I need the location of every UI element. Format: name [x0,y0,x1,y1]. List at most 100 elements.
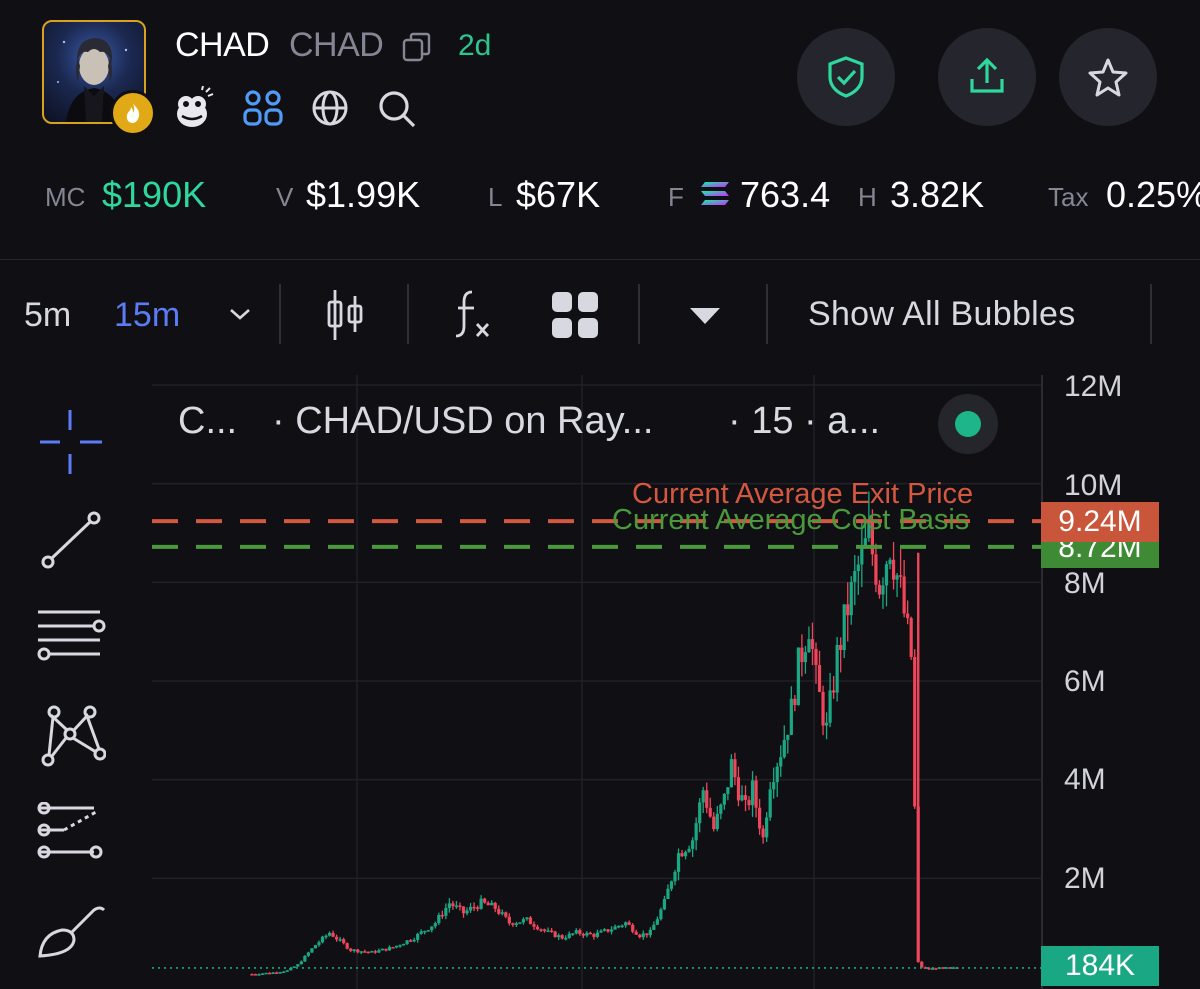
candle-body [842,604,846,651]
share-button[interactable] [938,28,1036,126]
candle-body [595,932,600,937]
candle-body [874,554,878,585]
solana-icon [699,180,731,213]
candle-body [884,564,889,586]
candle-body [444,907,448,916]
candle-body [909,618,913,657]
candle-body [765,817,769,838]
candle-body [557,935,561,938]
globe-icon[interactable] [310,88,350,133]
share-icon [970,57,1004,93]
candle-body [313,945,318,949]
candle-body [426,930,430,932]
fib-icon[interactable] [34,606,106,675]
candle-body [740,795,744,801]
candle-body [648,929,652,936]
candle-body [578,930,582,934]
candle-body [683,851,688,857]
candle-body [278,972,282,974]
candle-body [359,951,363,953]
candle-body [817,665,822,692]
candle-body [726,787,730,794]
candle-body [493,902,497,909]
candle-icon[interactable] [325,288,365,347]
candle-body [796,647,800,706]
candle-body [296,964,300,967]
pattern-icon[interactable] [34,704,107,773]
candle-body [641,933,645,938]
favorite-button[interactable] [1059,28,1157,126]
candle-body [655,919,659,925]
candle-body [877,584,882,595]
candle-body [934,968,938,970]
candle-body [401,943,406,946]
candle-body [881,585,885,595]
prediction-icon[interactable] [34,801,106,871]
candle-body [345,943,349,949]
candle-body [750,780,755,806]
toolbar-separator [407,284,409,344]
token-stats: MC $190K V $1.99K L $67K F 763.4 H 3.82K… [0,168,1200,224]
stat-volume-label: V [276,182,294,212]
timeframe-15m[interactable]: 15m [114,296,181,334]
caret-down-icon[interactable] [688,306,722,331]
candle-body [472,906,476,909]
indicator-icon[interactable] [450,288,494,345]
show-all-bubbles-button[interactable]: Show All Bubbles [808,295,1076,333]
candle-body [405,940,409,944]
candle-body [736,777,741,801]
token-avatar[interactable] [42,20,146,124]
candle-body [352,949,356,952]
candle-body [846,604,850,616]
candle-body [518,922,522,924]
candle-body [652,924,656,930]
candle-body [310,948,314,953]
stat-tax-value: 0.25% [1106,174,1200,215]
candle-body [338,939,342,941]
candle-body [303,955,307,962]
candle-body [384,948,388,951]
chevron-down-icon[interactable] [228,306,252,327]
candle-body [356,949,360,953]
candle-body [380,948,385,951]
candle-body [948,967,952,969]
layout-icon[interactable] [552,292,598,343]
star-icon [1088,58,1128,97]
search-icon[interactable] [376,88,418,135]
candle-body [807,639,811,653]
candle-body [659,909,663,920]
candle-body [920,961,924,968]
y-tick-label: 12M [1064,370,1123,403]
candle-body [609,929,614,932]
candle-body [560,935,564,939]
candle-body [511,923,515,925]
live-status-button[interactable] [938,394,998,454]
token-header: CHAD CHAD 2d [0,0,1200,150]
candle-body [574,930,578,934]
candle-body [507,916,511,924]
timeframe-5m[interactable]: 5m [24,296,72,334]
candle-body [832,690,836,693]
candle-body [782,739,786,758]
price-chart[interactable] [152,375,1200,989]
candle-body [662,899,667,910]
crosshair-icon[interactable] [34,410,106,479]
candle-body [521,919,526,923]
candle-body [923,967,927,969]
community-icon[interactable] [242,88,284,133]
candle-body [268,972,272,975]
candle-body [824,722,829,726]
copy-icon[interactable] [400,30,434,69]
candle-body [451,903,455,907]
candle-body [698,802,702,824]
security-check-button[interactable] [797,28,895,126]
token-name: CHAD [175,26,270,64]
brush-icon[interactable] [34,900,106,969]
toolbar-separator [279,284,281,344]
candle-body [705,790,709,808]
trendline-icon[interactable] [34,508,106,577]
avatar-portrait [57,38,128,122]
candle-body [606,929,610,932]
candle-body [687,848,691,852]
pepe-icon[interactable] [170,85,214,135]
